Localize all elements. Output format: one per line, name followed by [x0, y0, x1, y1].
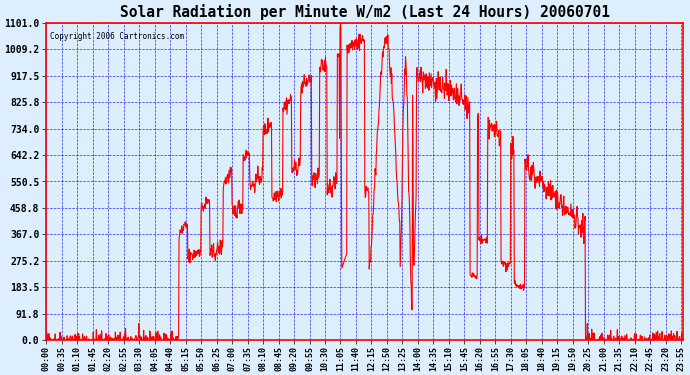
Title: Solar Radiation per Minute W/m2 (Last 24 Hours) 20060701: Solar Radiation per Minute W/m2 (Last 24…: [119, 4, 609, 20]
Text: Copyright 2006 Cartronics.com: Copyright 2006 Cartronics.com: [50, 32, 184, 41]
